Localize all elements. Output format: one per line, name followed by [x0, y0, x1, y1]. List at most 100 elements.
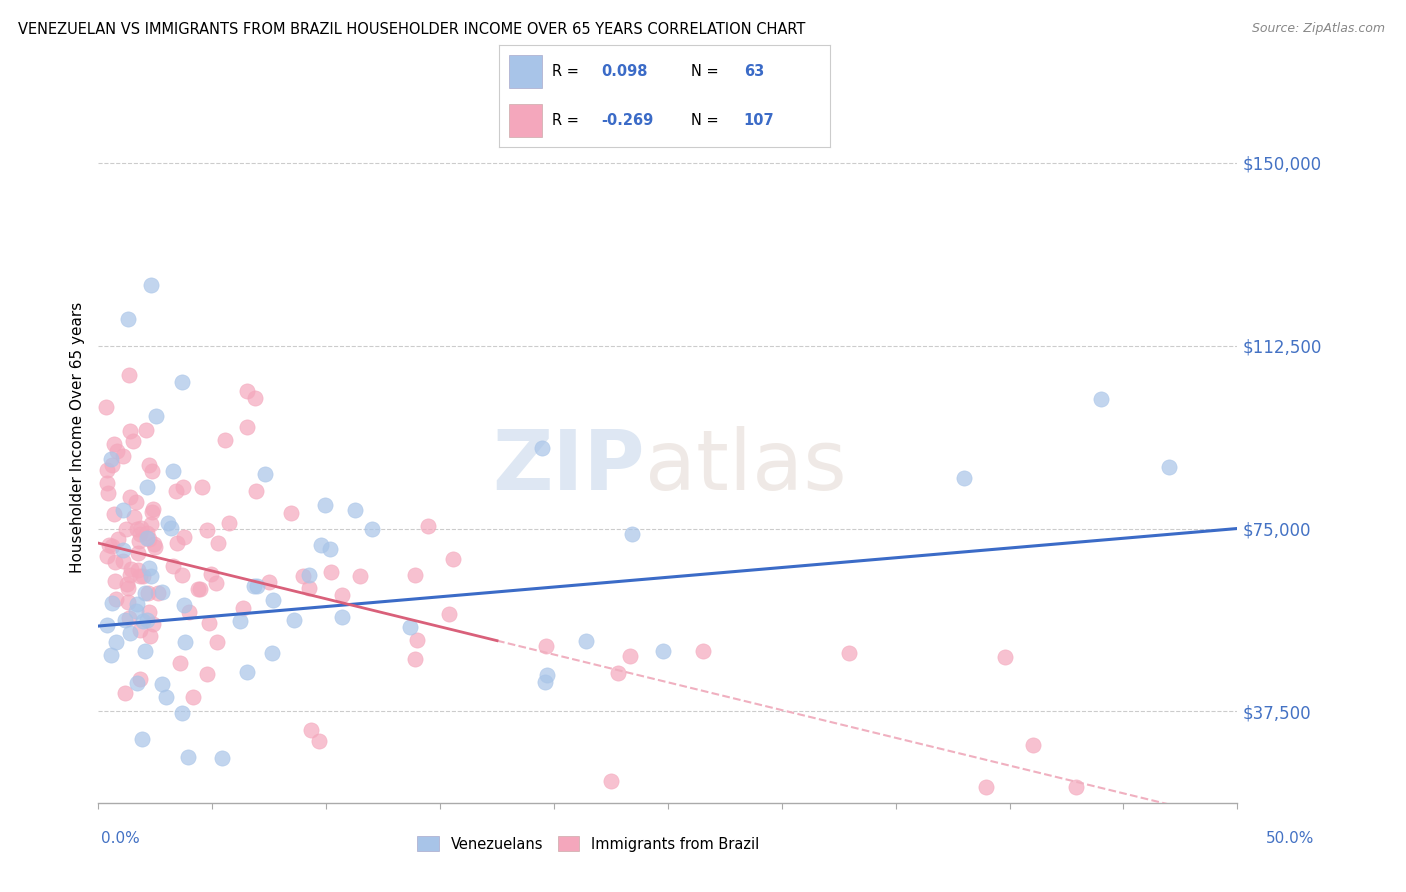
- Point: [330, 588, 353, 602]
- Point: [115, 522, 138, 536]
- Point: [298, 581, 321, 595]
- Point: [103, 508, 125, 522]
- Point: [118, 611, 141, 625]
- Point: [314, 498, 336, 512]
- Point: [236, 419, 259, 434]
- Point: [259, 574, 281, 589]
- Point: [125, 598, 148, 612]
- Point: [651, 644, 673, 658]
- Point: [104, 555, 127, 569]
- Point: [142, 617, 165, 632]
- Point: [974, 780, 997, 794]
- Point: [135, 613, 157, 627]
- Point: [173, 598, 195, 612]
- Point: [173, 530, 195, 544]
- Point: [404, 568, 426, 582]
- Point: [253, 467, 276, 481]
- Point: [262, 592, 284, 607]
- Point: [127, 676, 149, 690]
- Text: Source: ZipAtlas.com: Source: ZipAtlas.com: [1251, 22, 1385, 36]
- Point: [437, 607, 460, 622]
- Point: [125, 495, 148, 509]
- Point: [198, 615, 221, 630]
- Point: [299, 723, 322, 737]
- Text: 50.0%: 50.0%: [1267, 831, 1315, 846]
- Point: [200, 566, 222, 581]
- Point: [229, 614, 252, 628]
- Point: [127, 523, 149, 537]
- Y-axis label: Householder Income Over 65 years: Householder Income Over 65 years: [69, 301, 84, 573]
- Point: [135, 525, 157, 540]
- Point: [152, 677, 174, 691]
- Point: [162, 558, 184, 573]
- Point: [139, 629, 162, 643]
- Point: [349, 568, 371, 582]
- Point: [98, 538, 121, 552]
- Point: [142, 501, 165, 516]
- Point: [118, 626, 141, 640]
- Point: [138, 458, 160, 472]
- Point: [105, 592, 128, 607]
- Point: [188, 582, 211, 596]
- Point: [111, 449, 134, 463]
- Point: [138, 586, 160, 600]
- Legend: Venezuelans, Immigrants from Brazil: Venezuelans, Immigrants from Brazil: [411, 830, 765, 858]
- Point: [162, 464, 184, 478]
- Point: [1022, 738, 1045, 752]
- Point: [145, 409, 167, 424]
- Text: -0.269: -0.269: [602, 113, 654, 128]
- Point: [101, 458, 124, 472]
- Bar: [509, 104, 543, 137]
- Point: [138, 532, 160, 546]
- Point: [176, 749, 198, 764]
- Point: [1157, 460, 1180, 475]
- Point: [191, 480, 214, 494]
- Point: [141, 568, 163, 582]
- Point: [218, 516, 240, 530]
- Point: [181, 690, 204, 705]
- Point: [136, 480, 159, 494]
- Text: 0.098: 0.098: [602, 63, 648, 78]
- Point: [441, 552, 464, 566]
- Point: [131, 731, 153, 746]
- Point: [139, 516, 162, 531]
- Point: [141, 505, 163, 519]
- Point: [132, 569, 155, 583]
- Point: [127, 563, 149, 577]
- Point: [100, 452, 122, 467]
- Point: [207, 635, 229, 649]
- Point: [100, 597, 122, 611]
- Point: [111, 503, 134, 517]
- Point: [134, 644, 156, 658]
- Point: [235, 665, 257, 679]
- Point: [128, 534, 150, 549]
- Point: [111, 553, 134, 567]
- Text: VENEZUELAN VS IMMIGRANTS FROM BRAZIL HOUSEHOLDER INCOME OVER 65 YEARS CORRELATIO: VENEZUELAN VS IMMIGRANTS FROM BRAZIL HOU…: [18, 22, 806, 37]
- Point: [404, 652, 426, 666]
- Point: [406, 632, 429, 647]
- Point: [534, 639, 557, 653]
- Point: [245, 483, 267, 498]
- Point: [117, 595, 139, 609]
- Point: [692, 644, 714, 658]
- Point: [120, 562, 142, 576]
- Text: N =: N =: [690, 113, 718, 128]
- Point: [120, 490, 142, 504]
- Point: [619, 649, 641, 664]
- Point: [235, 384, 257, 399]
- Point: [96, 549, 118, 563]
- Point: [308, 734, 330, 748]
- Point: [398, 620, 420, 634]
- Point: [117, 582, 139, 596]
- Point: [96, 462, 118, 476]
- Point: [129, 672, 152, 686]
- Point: [155, 690, 177, 705]
- Point: [114, 686, 136, 700]
- Text: R =: R =: [553, 63, 579, 78]
- Point: [114, 613, 136, 627]
- Text: ZIP: ZIP: [492, 425, 645, 507]
- Point: [94, 400, 117, 414]
- Point: [134, 586, 156, 600]
- Point: [139, 277, 162, 292]
- Point: [260, 646, 283, 660]
